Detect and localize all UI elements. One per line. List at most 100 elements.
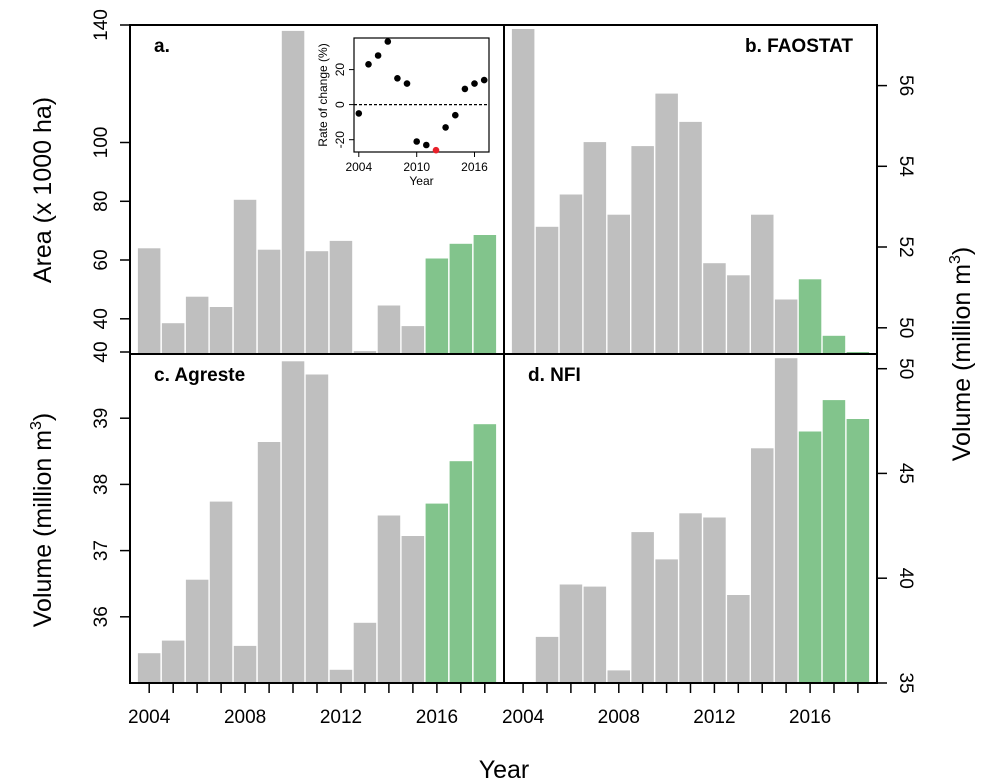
y-tick-label-d-35: 35 [895, 672, 916, 693]
bar-a-2018 [473, 235, 497, 354]
inset-point-2005 [365, 61, 372, 68]
y-tick-label-a-40: 40 [91, 308, 112, 329]
bar-b-2009 [631, 146, 654, 354]
inset-point-2010 [413, 138, 421, 145]
inset-frame [353, 37, 490, 153]
inset-x-tick-label-2010: 2010 [403, 160, 430, 174]
inset-point-2013 [442, 124, 449, 131]
inset-a: 2004 2010 2016 -20 0 20 Year Rate of change (%) [314, 30, 499, 206]
y-tick-label-c-36: 36 [91, 606, 112, 627]
inset-point-2015 [461, 85, 469, 93]
bar-d-2018 [846, 419, 870, 683]
bar-c-2012 [329, 669, 353, 683]
y-tick-label-a-140: 140 [91, 9, 112, 41]
inset-point-2008 [394, 75, 401, 82]
bar-b-2011 [679, 121, 702, 355]
bar-d-2007 [583, 586, 607, 683]
bar-a-2009 [257, 249, 281, 354]
panel-d: 35 40 45 50 d. NFI [528, 358, 916, 693]
bar-d-2013 [727, 595, 750, 683]
panel-b: 50 52 54 56 b. FAOSTAT [511, 29, 916, 355]
y-tick-label-b-50: 50 [895, 317, 916, 338]
inset-point-2014 [452, 111, 459, 119]
inset-y-title: Rate of change (%) [316, 43, 330, 146]
bar-c-2004 [137, 653, 161, 683]
bar-d-2010 [655, 559, 678, 683]
bar-a-2004 [137, 248, 161, 355]
y-tick-label-b-54: 54 [895, 156, 916, 178]
bar-d-2006 [559, 584, 583, 683]
text-layer: Year Area (x 1000 ha) Volume (million m3… [28, 97, 976, 783]
bar-a-2013 [353, 351, 377, 354]
x-tick-label-c-2012: 2012 [320, 707, 362, 728]
inset-point-2011 [423, 141, 430, 149]
left-bottom-y-axis-title-superscript: 3 [28, 421, 45, 430]
y-tick-label-b-52: 52 [895, 236, 916, 257]
bar-c-2008 [233, 645, 257, 683]
inset-point-2017 [480, 76, 488, 84]
y-tick-label-d-50: 50 [895, 358, 916, 379]
bar-c-2005 [161, 640, 185, 683]
bar-a-2017 [449, 243, 473, 354]
inset-y-tick-label-0: 0 [333, 101, 347, 108]
bar-b-2012 [703, 263, 726, 354]
bar-c-2017 [449, 461, 473, 683]
panels-layer: 40 60 80 100 140 a. 2004 2010 2016 -20 0 20 Year Rate… [91, 9, 916, 693]
x-tick-label-c-2016: 2016 [416, 707, 458, 728]
left-top-y-axis-title: Area (x 1000 ha) [29, 97, 57, 283]
y-tick-label-c-37: 37 [91, 540, 112, 561]
inset-point-2012 [432, 146, 440, 154]
y-tick-label-b-56: 56 [895, 75, 916, 96]
y-tick-label-c-39: 39 [91, 408, 112, 429]
bar-a-2006 [185, 296, 209, 354]
bar-c-2018 [473, 424, 497, 683]
x-tick-label-d-2016: 2016 [789, 707, 831, 728]
left-bottom-y-axis-title-close: ) [29, 413, 57, 421]
bar-d-2014 [751, 448, 774, 683]
bar-d-2011 [679, 513, 702, 683]
inset-background [314, 30, 499, 206]
bar-d-2005 [535, 636, 559, 683]
right-y-axis-title-superscript: 3 [947, 255, 964, 264]
panel-title-c: c. Agreste [154, 365, 245, 386]
bar-c-2011 [305, 374, 329, 683]
bar-d-2008 [607, 670, 630, 683]
panel-title-a: a. [154, 36, 170, 57]
bar-a-2010 [281, 30, 305, 355]
x-axis: 2004 2008 2012 2016 2004 2008 2012 2016 [128, 683, 859, 728]
panel-c: 36 37 38 39 40 c. Agreste [91, 341, 497, 683]
bar-c-2015 [401, 536, 425, 683]
bar-d-2016 [798, 431, 822, 683]
bar-c-2013 [353, 622, 377, 683]
inset-point-2016 [471, 80, 478, 87]
inset-y-tick-label-20: 20 [333, 63, 347, 77]
inset-point-2007 [384, 38, 392, 45]
right-y-axis-title-text: Volume (million m [948, 264, 976, 461]
bar-b-2010 [655, 93, 678, 354]
frames-layer: 2004 2008 2012 2016 2004 2008 2012 2016 [128, 24, 878, 728]
x-axis-title: Year [479, 756, 530, 783]
bar-b-2016 [798, 279, 822, 354]
bar-a-2011 [305, 251, 329, 354]
bar-a-2012 [329, 240, 353, 354]
bar-b-2014 [751, 214, 774, 354]
bar-c-2010 [281, 361, 305, 683]
right-y-axis-title-close: ) [948, 247, 976, 255]
inset-point-2004 [355, 110, 363, 117]
bar-a-2005 [161, 323, 185, 354]
bar-a-2014 [377, 305, 401, 354]
y-tick-label-d-40: 40 [895, 568, 916, 589]
y-tick-label-a-80: 80 [91, 191, 112, 212]
inset-x-tick-label-2016: 2016 [461, 160, 488, 174]
x-tick-label-c-2004: 2004 [128, 707, 171, 728]
x-tick-label-d-2004: 2004 [502, 707, 545, 728]
bar-b-2013 [727, 275, 750, 354]
bar-a-2016 [425, 258, 449, 354]
bar-d-2012 [703, 517, 726, 683]
y-tick-label-a-100: 100 [91, 127, 112, 159]
bar-d-2015 [774, 358, 798, 683]
left-bottom-y-axis-title: Volume (million m3) [28, 413, 57, 628]
bar-d-2017 [822, 400, 846, 683]
y-tick-label-c-38: 38 [91, 474, 112, 495]
